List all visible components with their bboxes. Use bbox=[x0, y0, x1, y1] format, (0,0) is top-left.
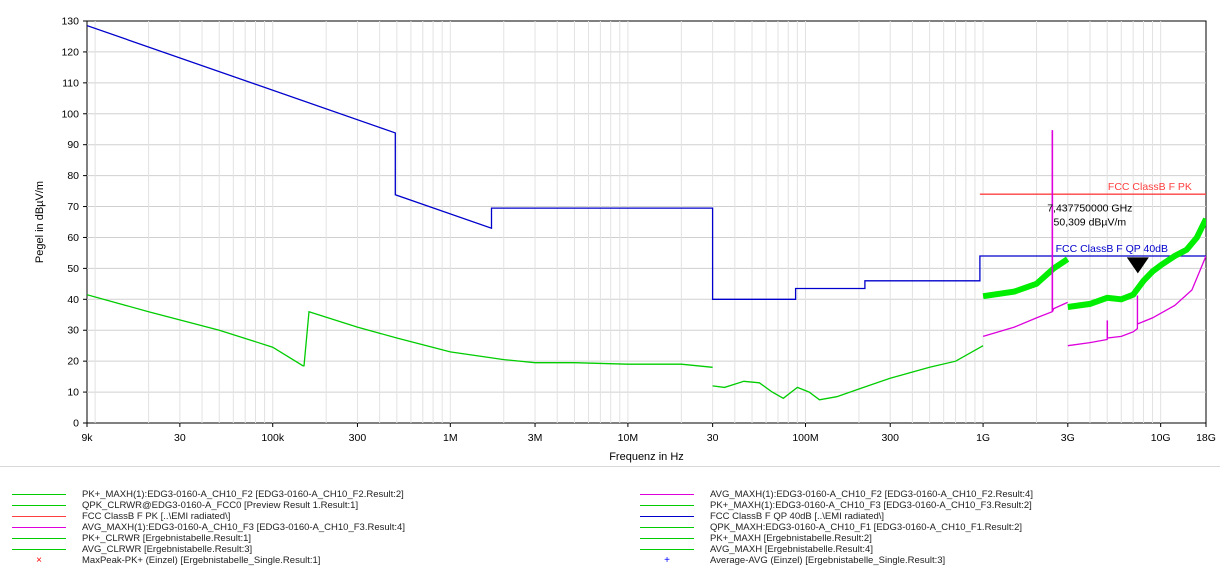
legend-line-swatch bbox=[640, 538, 694, 539]
series-line-5 bbox=[1067, 217, 1206, 310]
legend-label: PK+_MAXH(1):EDG3-0160-A_CH10_F3 [EDG3-01… bbox=[710, 500, 1032, 511]
chart-svg: 0 10 20 30 40 50 60 70 80 90 100 110 120 130 9k 30 100k 3… bbox=[34, 16, 1216, 464]
x-tick-label: 1G bbox=[976, 432, 990, 444]
legend-line-swatch bbox=[640, 549, 694, 550]
y-tick-label: 0 bbox=[73, 418, 79, 430]
limit-label-qp: FCC ClassB F QP 40dB bbox=[1056, 243, 1168, 255]
x-tick-label: 30 bbox=[707, 432, 719, 444]
y-tick-label: 50 bbox=[67, 263, 79, 275]
x-tick-label: 30 bbox=[174, 432, 186, 444]
x-tick-label: 3G bbox=[1061, 432, 1075, 444]
emi-chart: 0 10 20 30 40 50 60 70 80 90 100 110 120 130 9k 30 100k 3… bbox=[34, 16, 1216, 464]
marker-triangle bbox=[1126, 257, 1149, 274]
legend-line-swatch bbox=[12, 494, 66, 495]
legend-label: PK+_CLRWR [Ergebnistabelle.Result:1] bbox=[82, 533, 252, 544]
legend-label: AVG_CLRWR [Ergebnistabelle.Result:3] bbox=[82, 544, 253, 555]
legend-label: AVG_MAXH(1):EDG3-0160-A_CH10_F2 [EDG3-01… bbox=[710, 489, 1033, 500]
y-tick-label: 130 bbox=[61, 16, 79, 28]
legend-label: QPK_CLRWR@EDG3-0160-A_FCC0 [Preview Resu… bbox=[82, 500, 359, 511]
plot-area bbox=[86, 20, 1207, 424]
x-tick-label: 100M bbox=[792, 432, 818, 444]
legend-line-swatch bbox=[640, 516, 694, 517]
legend-line-swatch bbox=[12, 516, 66, 517]
y-tick-label: 110 bbox=[62, 77, 79, 89]
legend-label: AVG_MAXH(1):EDG3-0160-A_CH10_F3 [EDG3-01… bbox=[82, 522, 405, 533]
y-tick-label: 60 bbox=[67, 232, 79, 244]
y-tick-label: 40 bbox=[67, 294, 79, 306]
series-line-4 bbox=[982, 256, 1070, 300]
x-tick-label: 300 bbox=[349, 432, 367, 444]
legend-line-swatch bbox=[12, 505, 66, 506]
y-tick-label: 90 bbox=[67, 139, 79, 151]
y-tick-label: 10 bbox=[67, 387, 79, 399]
legend-line-swatch bbox=[640, 494, 694, 495]
y-tick-label: 120 bbox=[61, 46, 79, 58]
x-axis-label: Frequenz in Hz bbox=[609, 451, 684, 463]
x-tick-label: 10G bbox=[1151, 432, 1171, 444]
legend-line-swatch bbox=[12, 549, 66, 550]
x-tick-label: 10M bbox=[618, 432, 638, 444]
x-tick-label: 300 bbox=[881, 432, 899, 444]
y-tick-label: 70 bbox=[67, 201, 79, 213]
legend-line-swatch bbox=[640, 527, 694, 528]
y-tick-label: 20 bbox=[67, 356, 79, 368]
series-line-7 bbox=[1067, 255, 1206, 347]
x-tick-label: 9k bbox=[81, 432, 93, 444]
series-line-6 bbox=[982, 130, 1068, 338]
x-tick-label: 100k bbox=[261, 432, 285, 444]
legend-label: MaxPeak-PK+ (Einzel) [Ergebnistabelle_Si… bbox=[82, 555, 321, 566]
series-line-3 bbox=[712, 345, 984, 401]
x-tick-label: 3M bbox=[528, 432, 543, 444]
legend-line-swatch bbox=[640, 505, 694, 506]
legend-label: FCC ClassB F QP 40dB [..\EMI radiated\] bbox=[710, 511, 885, 522]
series-line-2 bbox=[87, 294, 713, 368]
y-tick-label: 30 bbox=[67, 325, 79, 337]
legend-label: QPK_MAXH:EDG3-0160-A_CH10_F1 [EDG3-0160-… bbox=[710, 522, 1023, 533]
y-tick-label: 80 bbox=[67, 170, 79, 182]
series-line-0 bbox=[87, 24, 1206, 300]
y-axis-label: Pegel in dBµV/m bbox=[34, 181, 46, 263]
legend: PK+_MAXH(1):EDG3-0160-A_CH10_F2 [EDG3-01… bbox=[0, 466, 1220, 579]
legend-label: Average-AVG (Einzel) [Ergebnistabelle_Si… bbox=[710, 555, 946, 566]
x-tick-label: 18G bbox=[1196, 432, 1216, 444]
legend-label: PK+_MAXH(1):EDG3-0160-A_CH10_F2 [EDG3-01… bbox=[82, 489, 404, 500]
legend-label: PK+_MAXH [Ergebnistabelle.Result:2] bbox=[710, 533, 872, 544]
legend-label: AVG_MAXH [Ergebnistabelle.Result:4] bbox=[710, 544, 873, 555]
limit-label-pk: FCC ClassB F PK bbox=[1108, 181, 1192, 193]
legend-line-swatch bbox=[12, 527, 66, 528]
legend-line-swatch bbox=[12, 538, 66, 539]
marker-frequency: 7,437750000 GHz bbox=[1047, 202, 1132, 214]
y-tick-label: 100 bbox=[61, 108, 79, 120]
x-tick-label: 1M bbox=[443, 432, 458, 444]
marker-level: 50,309 dBµV/m bbox=[1054, 216, 1127, 228]
legend-label: FCC ClassB F PK [..\EMI radiated\] bbox=[82, 511, 231, 522]
